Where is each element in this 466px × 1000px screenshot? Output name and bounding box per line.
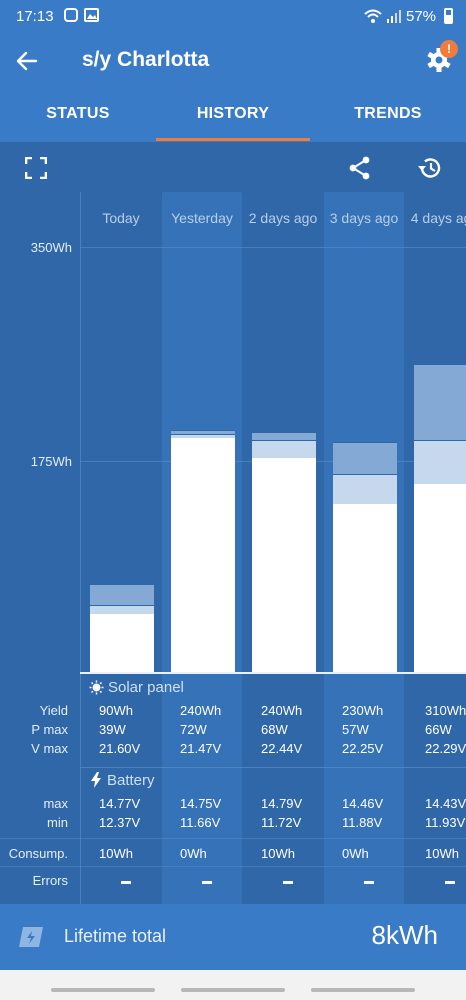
vmax-label: V max	[31, 741, 68, 756]
section-divider	[80, 767, 466, 768]
battery-max-value: 14.43V	[425, 796, 466, 811]
yield-value: 310Wh	[425, 703, 466, 718]
day-label: 3 days ago	[329, 210, 399, 226]
battery-max-value: 14.77V	[99, 796, 141, 811]
battery-min-value: 12.37V	[99, 815, 141, 830]
page-title: s/y Charlotta	[82, 48, 210, 71]
share-icon[interactable]	[348, 156, 372, 180]
no-error-dash	[445, 881, 455, 884]
tab-trends[interactable]: TRENDS	[354, 105, 422, 122]
battery-max-label: max	[43, 796, 68, 811]
tab-history[interactable]: HISTORY	[196, 105, 270, 122]
no-error-dash	[202, 881, 212, 884]
yield-value: 240Wh	[180, 703, 222, 718]
battery-section-title: Battery	[107, 772, 155, 789]
fullscreen-icon[interactable]	[25, 157, 47, 179]
pmax-label: P max	[31, 722, 68, 737]
lifetime-total-bar: Lifetime total 8kWh	[0, 904, 466, 970]
y-axis-label: 350Wh	[30, 240, 72, 255]
yield-label: Yield	[39, 703, 68, 718]
battery-percentage: 57%	[406, 8, 437, 25]
status-time: 17:13	[16, 8, 54, 25]
nav-handle[interactable]	[51, 988, 155, 992]
sun-icon	[89, 680, 104, 695]
day-column[interactable]: Today	[81, 192, 161, 904]
day-label: Yesterday	[171, 210, 233, 226]
app-bar: s/y Charlotta !	[0, 32, 466, 90]
no-error-dash	[283, 881, 293, 884]
pmax-value: 68W	[261, 722, 288, 737]
no-error-dash	[121, 881, 131, 884]
lifetime-total-value: 8kWh	[371, 920, 438, 950]
image-notification-icon	[84, 8, 99, 22]
history-icon[interactable]	[417, 156, 443, 180]
day-label: Today	[102, 210, 140, 226]
battery-min-value: 11.88V	[342, 815, 383, 830]
yield-value: 90Wh	[99, 703, 133, 718]
pmax-value: 57W	[342, 722, 369, 737]
battery-min-label: min	[47, 815, 68, 830]
battery-max-value: 14.79V	[261, 796, 303, 811]
day-label: 4 days ago	[410, 210, 466, 226]
chart-axis	[80, 672, 466, 674]
signal-icon	[387, 10, 401, 23]
vmax-value: 22.44V	[261, 741, 303, 756]
yield-value: 240Wh	[261, 703, 303, 718]
vmax-value: 21.47V	[180, 741, 222, 756]
vmax-value: 21.60V	[99, 741, 141, 756]
no-error-dash	[364, 881, 374, 884]
gridline	[80, 461, 466, 462]
consumption-value: 10Wh	[425, 846, 459, 861]
back-arrow-icon[interactable]	[16, 50, 38, 72]
consumption-value: 10Wh	[261, 846, 295, 861]
battery-max-value: 14.46V	[342, 796, 384, 811]
section-divider	[0, 866, 466, 867]
battery-min-value: 11.66V	[180, 815, 221, 830]
pmax-value: 39W	[99, 722, 126, 737]
system-nav-bar	[0, 970, 466, 1000]
pmax-value: 72W	[180, 722, 207, 737]
lifetime-total-label: Lifetime total	[64, 926, 167, 946]
consumption-value: 0Wh	[180, 846, 207, 861]
solar-panel-icon	[19, 927, 43, 947]
yield-value: 230Wh	[342, 703, 384, 718]
battery-max-value: 14.75V	[180, 796, 222, 811]
nav-handle[interactable]	[181, 988, 285, 992]
battery-min-value: 11.93V	[425, 815, 466, 830]
y-axis-label: 175Wh	[30, 454, 72, 469]
consumption-label: Consump.	[8, 846, 68, 861]
wifi-icon	[364, 9, 382, 23]
solar-section-title: Solar panel	[108, 679, 184, 696]
nav-handle[interactable]	[311, 988, 415, 992]
errors-label: Errors	[32, 873, 68, 888]
battery-icon	[444, 8, 453, 24]
active-tab-indicator	[156, 138, 310, 141]
pmax-value: 66W	[425, 722, 452, 737]
consumption-value: 10Wh	[99, 846, 133, 861]
history-toolbar	[0, 142, 466, 193]
gridline	[80, 247, 466, 248]
day-label: 2 days ago	[248, 210, 318, 226]
row-label-column	[0, 192, 81, 904]
vmax-value: 22.29V	[425, 741, 466, 756]
app-notification-icon	[64, 8, 78, 22]
section-divider	[0, 838, 466, 839]
consumption-value: 0Wh	[342, 846, 369, 861]
settings-alert-badge: !	[440, 40, 458, 58]
battery-min-value: 11.72V	[261, 815, 302, 830]
lightning-icon	[91, 772, 101, 788]
vmax-value: 22.25V	[342, 741, 384, 756]
tab-status[interactable]: STATUS	[46, 105, 110, 122]
tab-bar: STATUS HISTORY TRENDS	[0, 90, 466, 142]
status-bar: 17:13 57%	[0, 0, 466, 32]
